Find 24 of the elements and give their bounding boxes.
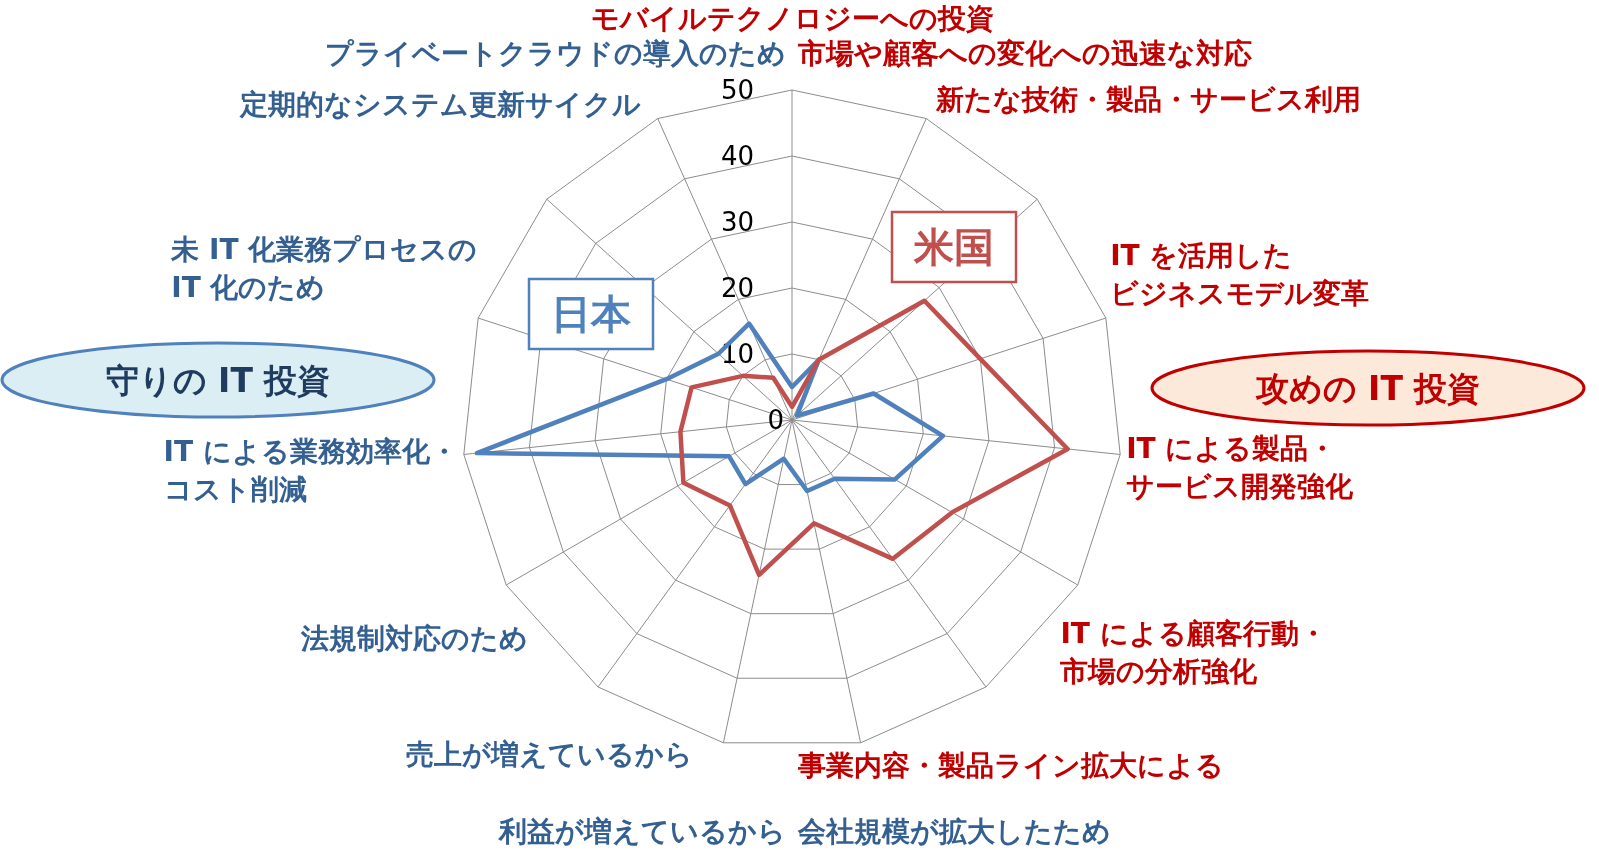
spoke-label: 新たな技術・製品・サービス利用 xyxy=(934,82,1361,116)
spoke-label: 売上が増えているから xyxy=(406,737,694,771)
spoke-label: 会社規模が拡大したため xyxy=(797,814,1111,848)
y-tick-label: 40 xyxy=(720,141,754,171)
y-tick-label: 30 xyxy=(720,207,754,237)
spoke-label: 法規制対応のため xyxy=(300,621,529,655)
spoke-label: モバイルテクノロジーへの投資 xyxy=(590,1,994,35)
spoke-label: IT による製品・サービス開発強化 xyxy=(1126,431,1355,503)
y-tick-label: 0 xyxy=(767,405,784,435)
spoke-label: 事業内容・製品ライン拡大による xyxy=(797,748,1224,782)
spoke-label: 未 IT 化業務プロセスのIT 化のため xyxy=(170,232,478,304)
spoke-label: IT による業務効率化・コスト削減 xyxy=(163,434,458,506)
text: 守りの IT 投資 xyxy=(105,360,331,400)
spoke-label: IT を活用したビジネスモデル変革 xyxy=(1110,238,1370,310)
y-tick-label: 20 xyxy=(720,273,754,303)
spoke-label: IT による顧客行動・市場の分析強化 xyxy=(1059,616,1327,688)
y-tick-label: 50 xyxy=(720,75,754,105)
text: 攻めの IT 投資 xyxy=(1254,368,1481,408)
spoke-label: プライベートクラウドの導入のため xyxy=(325,36,786,70)
spoke-label: 市場や顧客への変化への迅速な対応 xyxy=(797,36,1252,70)
spoke-label: 定期的なシステム更新サイクル xyxy=(239,87,642,121)
series-label: 日本 xyxy=(551,291,631,337)
series-label: 米国 xyxy=(913,224,994,270)
spoke-label: 利益が増えているから xyxy=(498,814,786,848)
